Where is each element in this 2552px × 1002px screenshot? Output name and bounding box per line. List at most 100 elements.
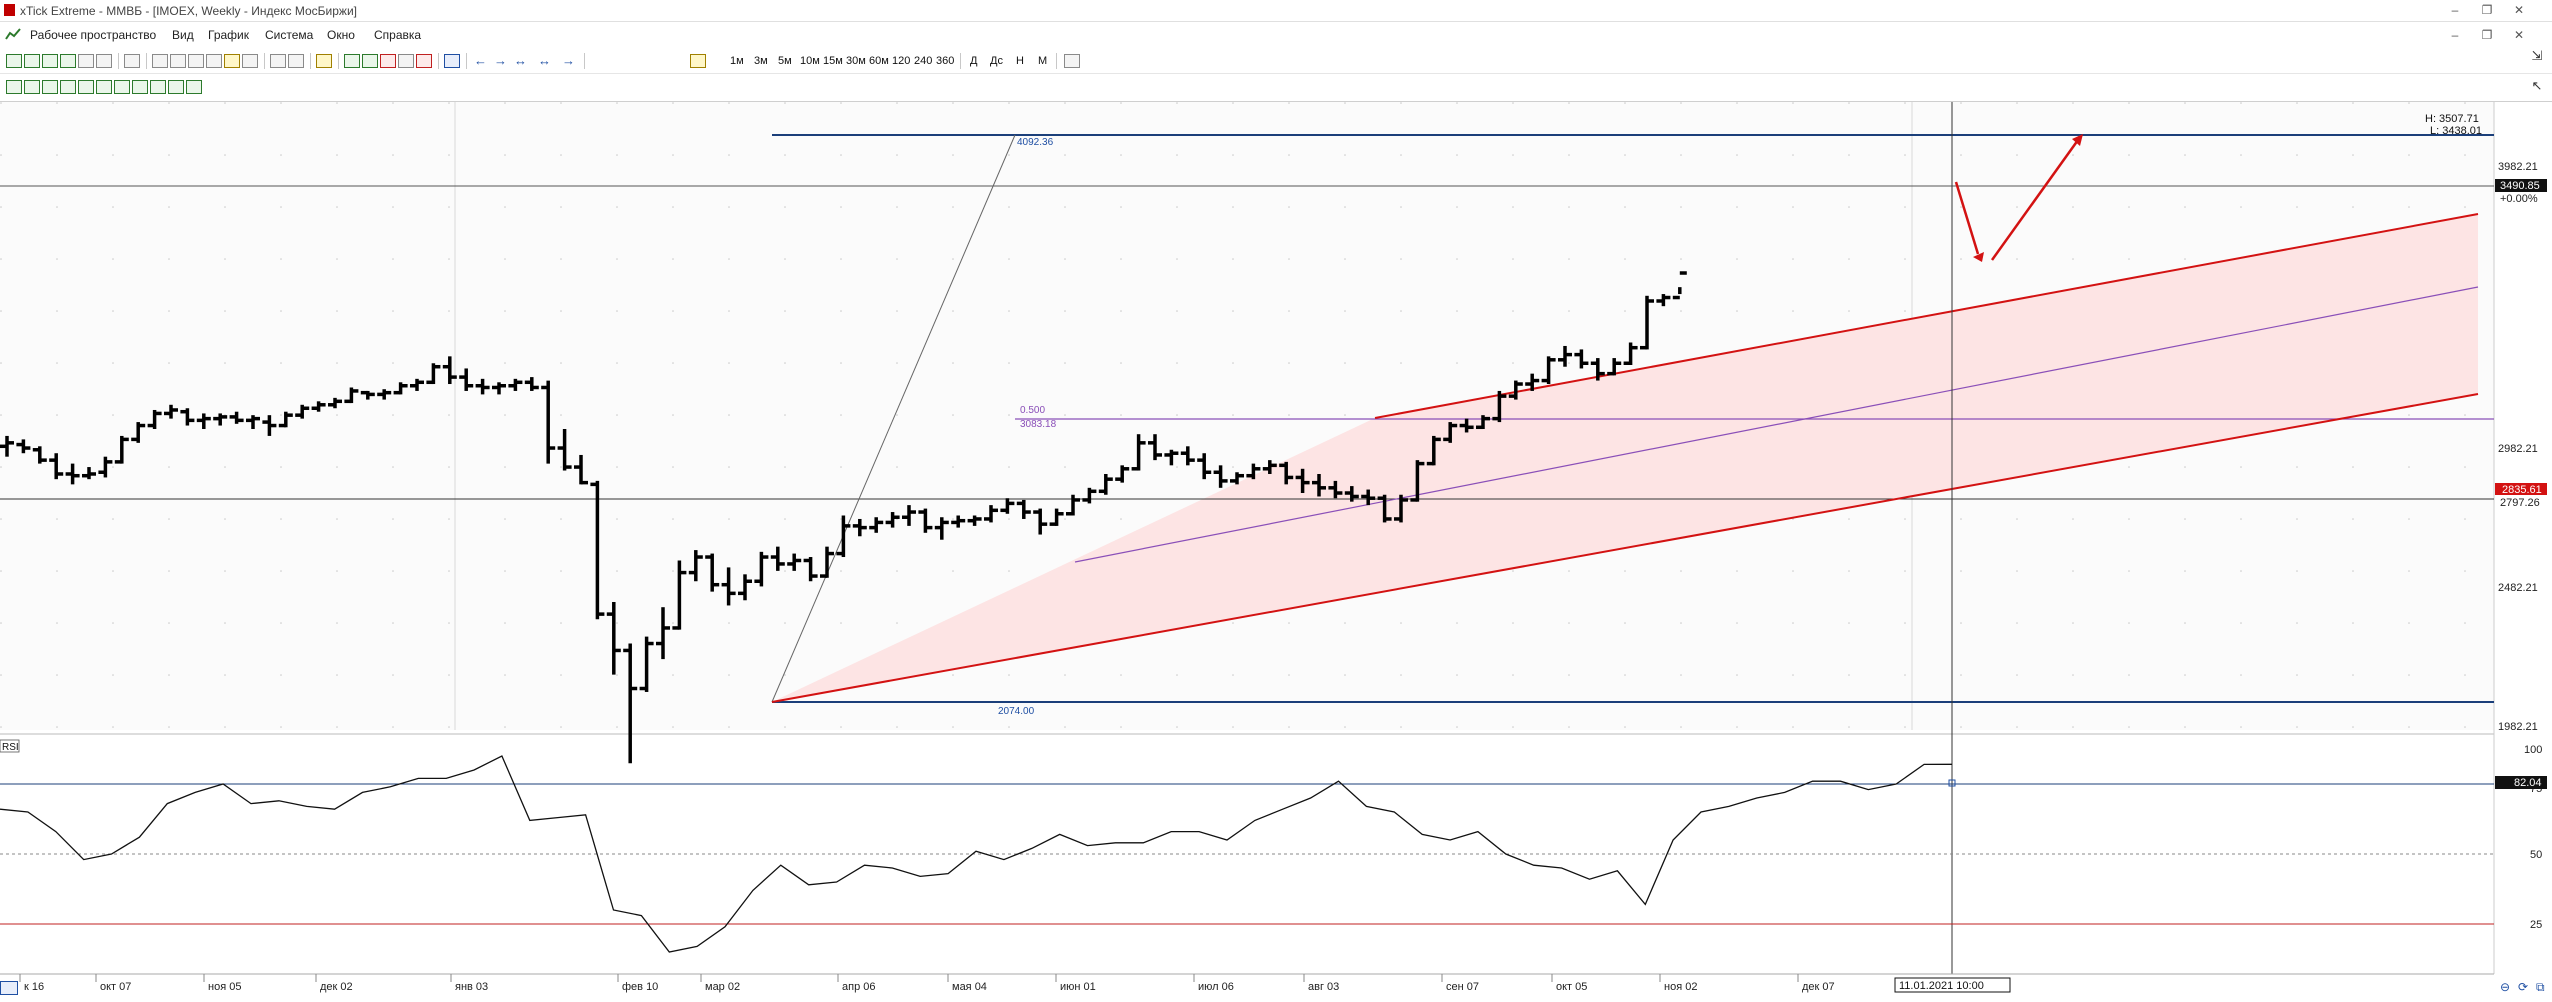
channel-median-line[interactable]	[1074, 286, 2479, 563]
tf-month[interactable]: М	[1038, 55, 1048, 67]
ohlc-bars[interactable]	[0, 271, 1687, 764]
time-axis[interactable]: к 16 окт 07 ноя 05 дек 02 янв 03 фев 10 мар 02…	[19, 974, 1835, 993]
redo-icon[interactable]	[288, 54, 304, 68]
tf-120[interactable]: 120	[892, 55, 911, 67]
menu-help[interactable]: Справка	[374, 28, 422, 42]
study-trend-icon[interactable]	[96, 80, 112, 94]
collapse-icon[interactable]: ⇲	[2531, 48, 2543, 63]
workspace-chart-icon[interactable]	[5, 27, 21, 41]
bell-icon[interactable]	[242, 54, 258, 68]
workspace-tab-icon[interactable]	[0, 981, 18, 995]
sync-icon[interactable]: ⟳	[2518, 980, 2529, 994]
rsi-title-box[interactable]	[0, 739, 20, 753]
panel-icon[interactable]	[690, 54, 706, 68]
study-ma-icon[interactable]	[60, 80, 76, 94]
ohlc-bar	[262, 415, 277, 436]
tf-360[interactable]: 360	[936, 55, 955, 67]
area-chart-icon[interactable]	[60, 54, 76, 68]
rsi-line	[0, 755, 1953, 953]
mdi-minimize-button[interactable]: –	[2451, 28, 2459, 42]
tf-week[interactable]: Н	[1016, 55, 1024, 67]
crosshair-time-label: 11.01.2021 10:00	[1899, 980, 1984, 992]
price-tick: 3982.21	[2498, 161, 2538, 173]
overlay-icon[interactable]	[362, 54, 378, 68]
tf-1m[interactable]: 1м	[730, 55, 744, 67]
ohlc-bar	[1525, 373, 1540, 391]
print-icon[interactable]	[152, 54, 168, 68]
link-icon[interactable]: ⊖	[2500, 980, 2511, 994]
template-icon[interactable]	[124, 54, 140, 68]
forecast-up-arrow[interactable]	[1990, 139, 2080, 261]
ohlc-bar	[1033, 508, 1048, 535]
study-channel-icon[interactable]	[114, 80, 130, 94]
close-button[interactable]: ✕	[2513, 3, 2525, 17]
ohlc-bar	[1049, 508, 1064, 526]
menu-system[interactable]: Система	[265, 28, 314, 42]
hint-icon[interactable]	[316, 54, 332, 68]
right-toolbar: ↖ ⇲	[2522, 48, 2552, 974]
line-chart-icon[interactable]	[6, 54, 22, 68]
scroll-right-button[interactable]: →	[494, 53, 507, 68]
tf-10m[interactable]: 10м	[800, 55, 820, 67]
study-bar-icon[interactable]	[24, 80, 40, 94]
mdi-maximize-button[interactable]: ❐	[2481, 28, 2493, 42]
indicator-icon[interactable]	[344, 54, 360, 68]
zoom-out-button[interactable]: ↔	[514, 53, 527, 68]
scroll-left-button[interactable]: ←	[474, 53, 487, 68]
ohlc-bar	[360, 390, 375, 400]
ohlc-bar	[410, 378, 424, 391]
history-icon[interactable]	[1064, 54, 1080, 68]
channel-upper-line[interactable]	[1374, 213, 2479, 419]
study-line-icon[interactable]	[6, 80, 22, 94]
menu-view[interactable]: Вид	[172, 28, 194, 42]
list-icon[interactable]	[206, 54, 222, 68]
study-wave-icon[interactable]	[150, 80, 166, 94]
x-cursor-icon[interactable]	[444, 54, 460, 68]
draw-tool-icon[interactable]	[96, 54, 112, 68]
tf-240[interactable]: 240	[914, 55, 933, 67]
ohlc-bar	[1640, 295, 1654, 350]
study-fib-icon[interactable]	[132, 80, 148, 94]
fib-trend-line[interactable]	[771, 134, 1016, 703]
tf-15m[interactable]: 15м	[823, 55, 843, 67]
stop-icon[interactable]	[416, 54, 432, 68]
chart-area[interactable]: 4092.36 2074.00 0.500 3083.18 H: 3507.71…	[0, 102, 2552, 997]
pointer-icon[interactable]: ↖	[2531, 78, 2543, 93]
candle-chart-icon[interactable]	[42, 54, 58, 68]
menu-workspace[interactable]: Рабочее пространство	[30, 28, 157, 42]
connection-icon[interactable]: ⧉	[2536, 980, 2545, 994]
tf-5m[interactable]: 5м	[778, 55, 792, 67]
minimize-button[interactable]: –	[2451, 3, 2459, 17]
price-chart-svg[interactable]: 4092.36 2074.00 0.500 3083.18 H: 3507.71…	[0, 102, 2552, 997]
tf-day-session[interactable]: Дс	[990, 55, 1003, 67]
channel-lower-line[interactable]	[771, 393, 2479, 703]
ohlc-bar	[49, 453, 64, 480]
study-custom-icon[interactable]	[186, 80, 202, 94]
scroll-end-button[interactable]: →	[562, 53, 575, 68]
zoom-in-button[interactable]: ↔	[538, 53, 551, 68]
ts-icon[interactable]	[78, 54, 94, 68]
mdi-close-button[interactable]: ✕	[2513, 28, 2525, 42]
time-tick-label: окт 05	[1556, 981, 1587, 993]
forecast-down-arrow[interactable]	[1954, 181, 1980, 255]
alert-icon[interactable]	[224, 54, 240, 68]
menu-chart[interactable]: График	[208, 28, 249, 42]
tf-30m[interactable]: 30м	[846, 55, 866, 67]
crosshair-icon[interactable]	[398, 54, 414, 68]
study-osc-icon[interactable]	[78, 80, 94, 94]
undo-icon[interactable]	[270, 54, 286, 68]
maximize-button[interactable]: ❐	[2481, 3, 2493, 17]
ohlc-bar	[803, 557, 818, 582]
fib-top-label: 4092.36	[1017, 137, 1054, 148]
tf-day[interactable]: Д	[970, 55, 978, 67]
ohlc-bar	[1262, 460, 1277, 474]
bar-chart-icon[interactable]	[24, 54, 40, 68]
table-icon[interactable]	[188, 54, 204, 68]
compare-icon[interactable]	[380, 54, 396, 68]
menu-window[interactable]: Окно	[327, 28, 355, 42]
tf-60m[interactable]: 60м	[869, 55, 889, 67]
tf-3m[interactable]: 3м	[754, 55, 768, 67]
study-volume-icon[interactable]	[42, 80, 58, 94]
grid-icon[interactable]	[170, 54, 186, 68]
study-stat-icon[interactable]	[168, 80, 184, 94]
